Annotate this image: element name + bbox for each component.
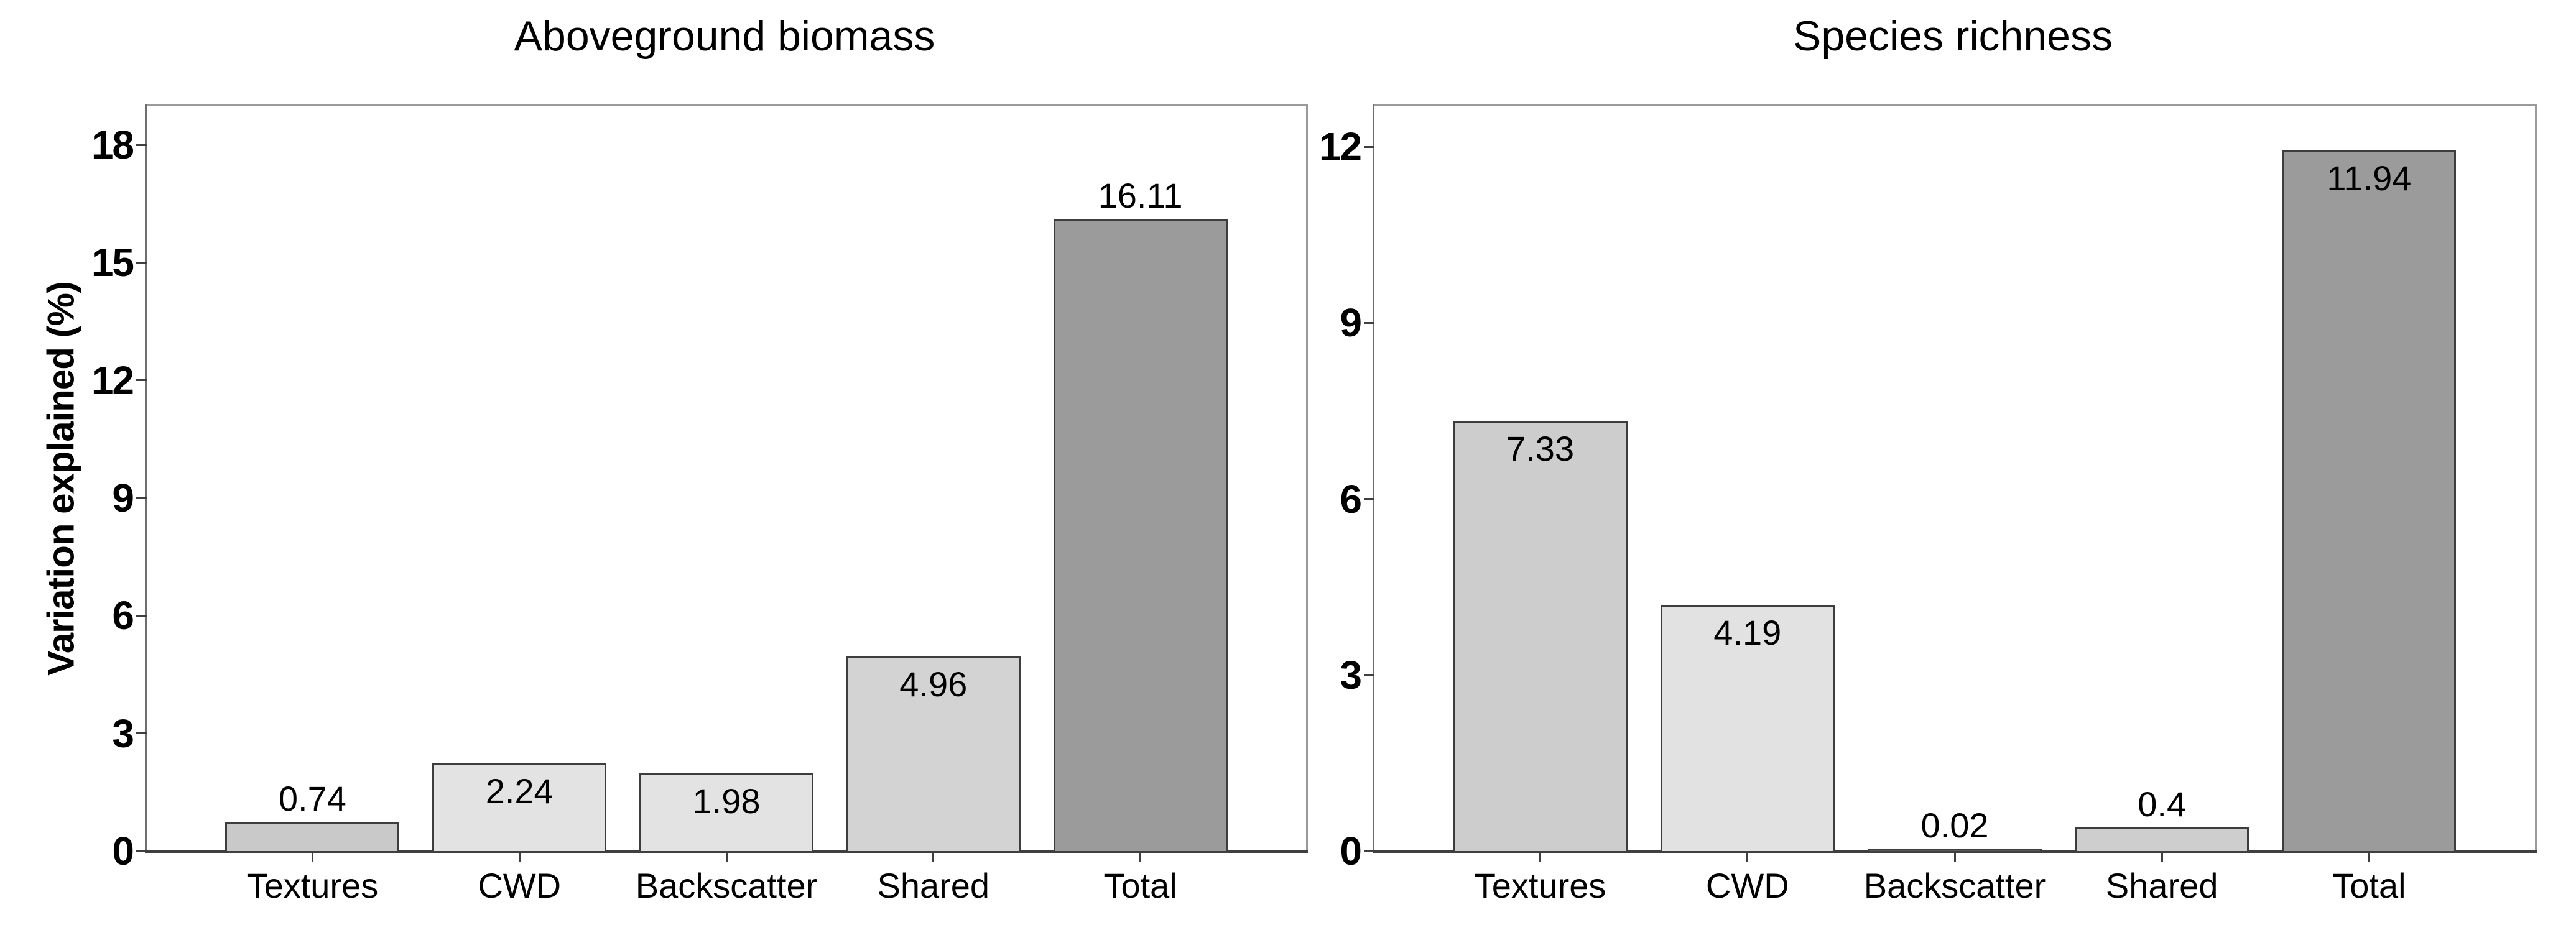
bar: 0.02 — [1868, 807, 2042, 851]
x-tick-mark — [2161, 851, 2163, 862]
y-tick-label: 15 — [91, 240, 134, 285]
y-tick-mark — [136, 732, 147, 735]
bar: 1.98 — [639, 773, 813, 851]
bar: 16.11 — [1053, 177, 1228, 851]
x-tick-mark — [2368, 851, 2370, 862]
x-category-label: Shared — [2105, 866, 2218, 905]
y-tick-label: 18 — [91, 122, 134, 168]
bar: 7.33 — [1453, 421, 1628, 851]
x-category-label: Backscatter — [635, 866, 818, 905]
x-tick-mark — [1539, 851, 1542, 862]
bar-value-label: 4.96 — [899, 665, 968, 704]
y-tick-mark — [136, 144, 147, 146]
y-tick-label: 9 — [1340, 300, 1362, 346]
y-tick-label: 6 — [1340, 476, 1362, 522]
x-category-label: Shared — [877, 866, 990, 905]
y-tick-mark — [1364, 145, 1374, 148]
bar: 4.96 — [846, 656, 1021, 851]
chart-title-species-richness: Species richness — [1792, 12, 2113, 60]
x-category-label: Textures — [1474, 866, 1606, 905]
y-tick-mark — [1364, 850, 1374, 852]
bar-value-label: 0.74 — [278, 779, 346, 818]
bar-value-label: 0.4 — [2138, 785, 2187, 824]
y-axis-line — [145, 104, 147, 853]
y-tick-label: 0 — [1340, 829, 1362, 873]
y-tick-label: 12 — [1318, 124, 1362, 170]
y-tick-label: 9 — [112, 476, 134, 521]
y-tick-mark — [136, 261, 147, 264]
bar-value-label: 4.19 — [1713, 613, 1782, 652]
bar-value-label: 16.11 — [1098, 176, 1183, 215]
y-tick-mark — [1364, 674, 1374, 676]
bar: 11.94 — [2282, 150, 2457, 851]
y-tick-mark — [1364, 321, 1374, 324]
y-tick-label: 6 — [112, 593, 134, 638]
x-tick-mark — [1139, 851, 1142, 862]
bar-value-label: 0.02 — [1920, 806, 1989, 845]
bar-value-label: 2.24 — [485, 771, 554, 811]
x-category-label: Textures — [246, 866, 379, 905]
x-category-label: Backscatter — [1863, 866, 2046, 905]
bar: 0.74 — [225, 780, 400, 851]
y-tick-mark — [136, 379, 147, 382]
y-tick-mark — [136, 850, 147, 852]
bar-value-label: 11.94 — [2327, 159, 2412, 198]
plot-area-aboveground-biomass: 0 3 6 9 12 15 18 0.74 Textures 2.24 CWD 1.98 Backsca… — [91, 104, 1308, 905]
x-category-label: Total — [2332, 866, 2406, 905]
y-tick-label: 0 — [112, 829, 134, 873]
bar: 0.4 — [2075, 786, 2249, 851]
bar-value-label: 1.98 — [692, 781, 761, 821]
x-category-label: Total — [1103, 866, 1177, 905]
y-tick-mark — [1364, 498, 1374, 500]
y-tick-mark — [136, 614, 147, 617]
y-tick-label: 12 — [91, 357, 134, 403]
x-category-label: CWD — [1705, 866, 1789, 905]
bar: 4.19 — [1660, 605, 1835, 851]
x-category-label: CWD — [478, 866, 562, 905]
y-axis-line — [1373, 104, 1374, 853]
plot-area-species-richness: 0 3 6 9 12 7.33 Textures 4.19 CWD 0.02 Backscatter… — [1319, 104, 2537, 905]
x-tick-mark — [311, 851, 313, 862]
x-tick-mark — [932, 851, 935, 862]
bar-value-label: 7.33 — [1506, 429, 1575, 468]
x-tick-mark — [1953, 851, 1956, 862]
x-tick-mark — [1746, 851, 1749, 862]
x-tick-mark — [725, 851, 728, 862]
chart-title-aboveground-biomass: Aboveground biomass — [514, 12, 935, 60]
y-tick-label: 3 — [1340, 652, 1362, 698]
y-tick-mark — [136, 497, 147, 499]
x-tick-mark — [518, 851, 521, 862]
y-tick-label: 3 — [112, 711, 134, 756]
bar: 2.24 — [432, 763, 607, 851]
